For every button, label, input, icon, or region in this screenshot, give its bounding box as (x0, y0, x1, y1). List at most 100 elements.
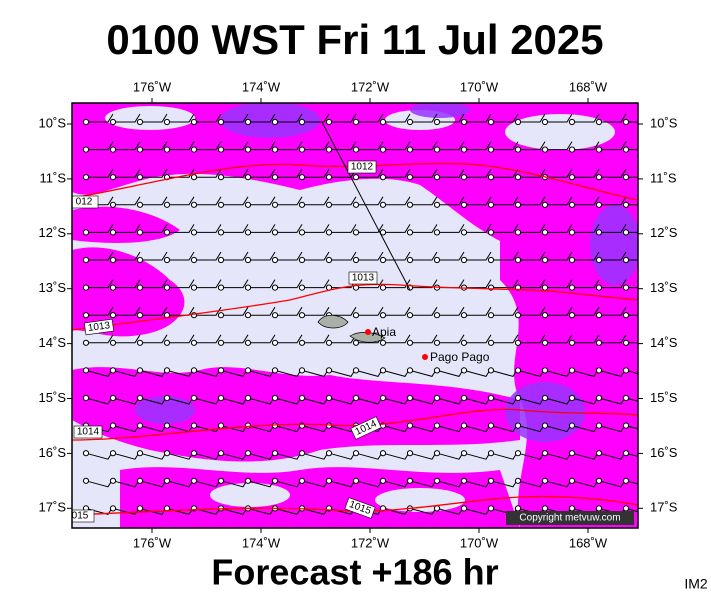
barb (140, 279, 168, 289)
barb (356, 224, 384, 233)
barb (194, 279, 222, 289)
barb (383, 141, 411, 151)
barb (625, 452, 638, 457)
isobar-label-box (83, 318, 115, 336)
barb-station (568, 174, 576, 181)
lat-label: 13˚S (39, 280, 67, 295)
barb (572, 334, 600, 344)
barb (275, 168, 303, 178)
barb (464, 141, 492, 151)
barb (248, 279, 276, 289)
isobar-label: 1013 (87, 320, 111, 334)
barb-station (271, 201, 279, 208)
barb-station (217, 201, 225, 208)
barb-station (163, 367, 171, 374)
lon-label: 174˚W (242, 79, 281, 94)
barb (464, 168, 492, 178)
barb (599, 168, 627, 178)
barb (545, 251, 573, 261)
barb (248, 334, 276, 344)
barb-station (298, 284, 306, 291)
barb-station (163, 229, 171, 236)
barb (626, 149, 638, 151)
barb (302, 251, 330, 261)
isobar-label: 012 (76, 197, 93, 208)
barb-station (298, 450, 306, 457)
barb (545, 141, 573, 151)
barb-station (514, 394, 522, 402)
isobar-label-group: 015 (72, 509, 95, 523)
barb-station (514, 422, 522, 429)
barb-station (217, 450, 225, 457)
barb-station (568, 450, 576, 457)
barb (140, 168, 168, 178)
barb (86, 168, 114, 178)
barb (437, 168, 465, 178)
barb-station (352, 367, 360, 374)
isobar-label-box (72, 509, 95, 523)
barb-station (460, 229, 468, 236)
barb (248, 113, 276, 123)
barb (491, 306, 519, 316)
barb-station (352, 312, 360, 319)
lon-label: 172˚W (351, 535, 390, 550)
barb-station (595, 505, 603, 512)
barb-station (163, 146, 171, 153)
barb (275, 279, 303, 289)
lat-label: 11˚S (650, 170, 677, 185)
lon-label: 168˚W (569, 535, 608, 550)
barb-station (595, 422, 603, 429)
barb (248, 251, 276, 261)
barb-station (190, 174, 198, 181)
isobar-label-group: 1013 (83, 318, 115, 336)
barb-station (595, 367, 603, 374)
barb-station (136, 312, 144, 319)
barb-station (82, 146, 90, 153)
barb-station (595, 477, 603, 484)
barb-station (136, 118, 144, 126)
barb (329, 113, 357, 123)
barb-station (622, 339, 630, 346)
barb-station (82, 229, 90, 236)
barb-station (325, 201, 333, 208)
barb-station (136, 256, 144, 264)
barb (356, 113, 384, 123)
barb (410, 279, 438, 289)
barb-station (109, 229, 117, 236)
barb-station (352, 201, 360, 208)
barb (140, 141, 168, 151)
barb-station (217, 118, 225, 126)
barb-station (190, 201, 198, 208)
barb-station (514, 477, 522, 484)
barb-station (352, 174, 360, 181)
barb (140, 306, 168, 316)
barb-station (514, 174, 522, 181)
barb-station (595, 201, 603, 208)
barb-station (514, 450, 522, 457)
barb-station (433, 339, 441, 346)
barb-station (541, 450, 549, 457)
barb-station (136, 367, 144, 374)
barb-station (406, 477, 414, 484)
barb-station (487, 174, 495, 181)
barb-station (325, 367, 333, 374)
lat-label: 12˚S (39, 225, 67, 240)
barb (410, 168, 438, 178)
barb-station (163, 256, 171, 264)
barb-station (595, 118, 603, 126)
lon-label: 174˚W (242, 535, 281, 550)
barb-station (460, 339, 468, 346)
barb-station (109, 339, 117, 346)
barb-station (595, 312, 603, 319)
barb-station (568, 229, 576, 236)
barb (626, 342, 638, 344)
barb-station (514, 201, 522, 208)
barb-station (109, 367, 117, 374)
barb-station (352, 146, 360, 153)
barb-station (136, 394, 144, 402)
barb-station (541, 201, 549, 208)
barb (275, 196, 303, 206)
barb-station (82, 450, 90, 457)
barb-station (82, 339, 90, 346)
